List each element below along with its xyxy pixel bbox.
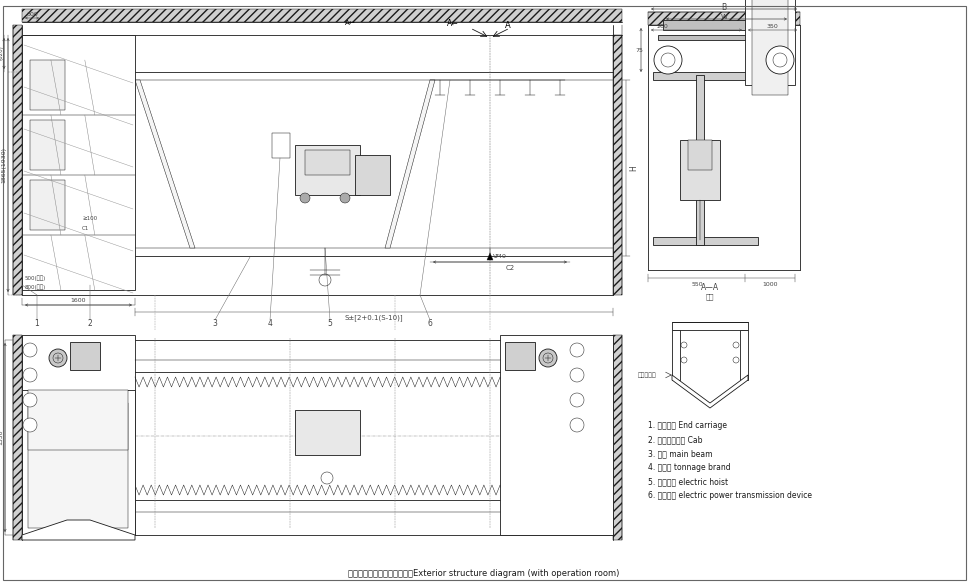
- Circle shape: [23, 418, 37, 432]
- Bar: [653, 237, 758, 245]
- Text: 1: 1: [35, 318, 40, 328]
- Circle shape: [23, 343, 37, 357]
- Bar: [295, 410, 360, 455]
- Circle shape: [49, 349, 67, 367]
- Polygon shape: [672, 375, 748, 408]
- Circle shape: [570, 368, 584, 382]
- Text: 外形结构图（安装有司机室）Exterior structure diagram (with operation room): 外形结构图（安装有司机室）Exterior structure diagram …: [348, 568, 620, 578]
- Circle shape: [570, 343, 584, 357]
- Bar: [740, 330, 748, 380]
- Bar: [355, 155, 390, 195]
- Polygon shape: [385, 80, 435, 248]
- Bar: [28, 403, 128, 528]
- Circle shape: [340, 193, 350, 203]
- Text: W: W: [721, 14, 728, 20]
- Text: 5. 电动葫芦 electric hoist: 5. 电动葫芦 electric hoist: [648, 477, 728, 486]
- Polygon shape: [22, 520, 135, 540]
- Circle shape: [570, 418, 584, 432]
- Circle shape: [23, 368, 37, 382]
- Text: (620): (620): [0, 45, 4, 61]
- Bar: [13, 25, 22, 295]
- Bar: [672, 322, 748, 330]
- Bar: [22, 9, 622, 22]
- Bar: [653, 72, 758, 80]
- Text: A: A: [505, 20, 511, 30]
- Bar: [30, 60, 65, 110]
- Bar: [696, 75, 704, 245]
- Text: 2: 2: [87, 318, 92, 328]
- Bar: [70, 342, 100, 370]
- Text: 75: 75: [635, 47, 643, 52]
- Text: 4. 吨位牌 tonnage brand: 4. 吨位牌 tonnage brand: [648, 463, 731, 472]
- Bar: [752, 0, 788, 95]
- Circle shape: [539, 349, 557, 367]
- Text: 3. 主梁 main beam: 3. 主梁 main beam: [648, 449, 712, 458]
- Bar: [680, 140, 720, 200]
- Text: 6: 6: [427, 318, 432, 328]
- Bar: [30, 120, 65, 170]
- Bar: [648, 12, 800, 25]
- Text: 550: 550: [691, 282, 703, 286]
- Text: 1000: 1000: [763, 282, 778, 286]
- Circle shape: [766, 46, 794, 74]
- Text: 3: 3: [212, 318, 217, 328]
- Text: 1600: 1600: [71, 297, 86, 303]
- Bar: [500, 335, 613, 535]
- Bar: [745, 0, 795, 85]
- Text: H: H: [630, 165, 639, 171]
- Circle shape: [300, 193, 310, 203]
- Circle shape: [23, 393, 37, 407]
- Bar: [505, 342, 535, 370]
- Text: A—A: A—A: [701, 283, 719, 293]
- Text: C2: C2: [506, 265, 515, 271]
- Text: 1865(1930): 1865(1930): [2, 147, 7, 183]
- Text: ≥100: ≥100: [82, 216, 97, 220]
- Text: V: V: [493, 254, 497, 258]
- Circle shape: [654, 46, 682, 74]
- Text: 放大: 放大: [705, 294, 714, 300]
- Bar: [22, 35, 135, 290]
- Text: A←: A←: [447, 19, 458, 27]
- Text: 260: 260: [656, 24, 668, 30]
- Bar: [672, 330, 680, 380]
- Text: 740: 740: [494, 254, 506, 258]
- Bar: [295, 145, 360, 195]
- Bar: [663, 20, 788, 30]
- Text: 350: 350: [766, 24, 778, 30]
- Bar: [305, 150, 350, 175]
- Text: 4: 4: [267, 318, 272, 328]
- Bar: [30, 180, 65, 230]
- Text: 1550: 1550: [0, 429, 4, 445]
- Bar: [13, 335, 22, 540]
- Bar: [28, 390, 128, 450]
- Bar: [658, 35, 793, 40]
- Text: 1. 端梁装置 End carriage: 1. 端梁装置 End carriage: [648, 422, 727, 430]
- Bar: [272, 133, 290, 158]
- Bar: [22, 390, 135, 535]
- Text: 800(端形): 800(端形): [25, 284, 47, 290]
- Text: 500(侧形): 500(侧形): [25, 275, 47, 281]
- Text: B: B: [722, 2, 727, 12]
- Bar: [688, 140, 712, 170]
- Bar: [613, 335, 622, 540]
- Circle shape: [570, 393, 584, 407]
- Text: 6. 输电装置 electric power transmission device: 6. 输电装置 electric power transmission devi…: [648, 491, 812, 500]
- Polygon shape: [487, 253, 493, 260]
- Text: 300: 300: [26, 12, 38, 16]
- Text: 5: 5: [328, 318, 332, 328]
- Polygon shape: [135, 80, 195, 248]
- Text: C1: C1: [82, 226, 89, 230]
- Bar: [22, 335, 135, 535]
- Bar: [613, 35, 622, 295]
- Text: S±[2+0.1(S-10)]: S±[2+0.1(S-10)]: [345, 315, 403, 321]
- Text: 2. 封闭式司机室 Cab: 2. 封闭式司机室 Cab: [648, 436, 703, 444]
- Text: A←: A←: [345, 20, 356, 26]
- Text: 螺旋在外面: 螺旋在外面: [638, 372, 657, 378]
